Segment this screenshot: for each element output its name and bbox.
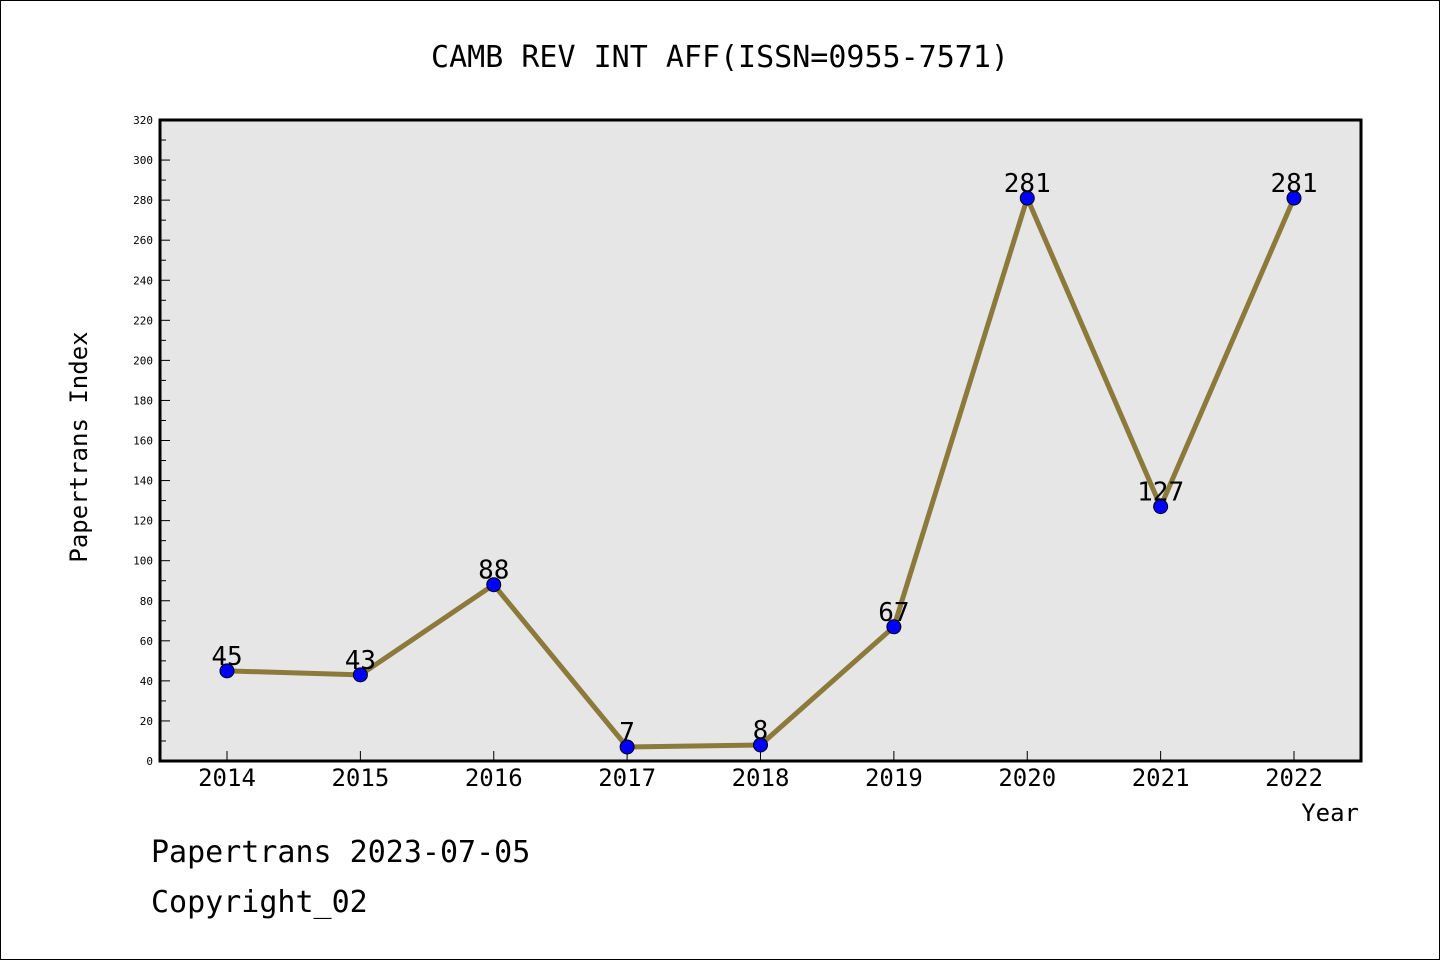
series-line: 45 43 88 7 8 67 281 127 281 [211, 169, 1318, 755]
y-tick-label: 220 [133, 314, 153, 327]
copyright-text: Copyright_02 [151, 885, 368, 920]
chart-title: CAMB REV INT AFF(ISSN=0955-7571) [431, 40, 1009, 75]
x-tick-label: 2019 [865, 764, 923, 792]
y-tick-label: 240 [133, 274, 153, 287]
plot-border [158, 118, 1363, 763]
data-point [886, 619, 902, 635]
x-tick-label: 2015 [331, 764, 389, 792]
data-point [1286, 190, 1302, 206]
y-tick-label: 160 [133, 435, 153, 448]
data-label: 281 [1271, 169, 1318, 199]
y-tick-label: 60 [140, 635, 153, 648]
y-tick-label: 20 [140, 715, 153, 728]
data-point [1153, 499, 1169, 515]
data-label: 8 [753, 716, 769, 746]
data-point [486, 577, 502, 593]
y-tick-label: 120 [133, 515, 153, 528]
y-tick-label: 320 [133, 114, 153, 127]
data-label: 127 [1137, 478, 1184, 508]
data-label: 7 [619, 718, 635, 748]
y-tick-label: 100 [133, 555, 153, 568]
data-label: 67 [878, 598, 909, 628]
x-tick-label: 2017 [598, 764, 656, 792]
y-tick-label: 40 [140, 675, 153, 688]
y-tick-label: 260 [133, 234, 153, 247]
data-point [219, 663, 235, 679]
y-tick-label: 180 [133, 394, 153, 407]
data-point [619, 739, 635, 755]
y-axis-label: Papertrans Index [65, 331, 93, 562]
x-tick-label: 2016 [465, 764, 523, 792]
x-tick-label: 2021 [1132, 764, 1190, 792]
x-tick-label: 2018 [732, 764, 790, 792]
y-tick-label: 200 [133, 354, 153, 367]
data-label: 88 [478, 556, 509, 586]
data-point [352, 667, 368, 683]
y-tick-label: 300 [133, 154, 153, 167]
y-axis: 0 20 40 60 80 100 120 140 160 180 200 220 240 260 280 3… [133, 114, 170, 768]
y-tick-label: 140 [133, 475, 153, 488]
data-label: 45 [211, 642, 242, 672]
x-tick-label: 2022 [1265, 764, 1323, 792]
y-tick-label: 0 [146, 755, 153, 768]
x-axis: 2014 2015 2016 2017 2018 2019 2020 2021 2022 [198, 751, 1323, 792]
plot-area [160, 120, 1361, 761]
x-tick-label: 2020 [998, 764, 1056, 792]
data-point [1019, 190, 1035, 206]
data-label: 43 [345, 646, 376, 676]
y-tick-label: 280 [133, 194, 153, 207]
data-label: 281 [1004, 169, 1051, 199]
x-tick-label: 2014 [198, 764, 256, 792]
y-tick-label: 80 [140, 595, 153, 608]
x-axis-label: Year [1301, 799, 1359, 827]
data-point [753, 737, 768, 753]
source-date-text: Papertrans 2023-07-05 [151, 835, 531, 870]
